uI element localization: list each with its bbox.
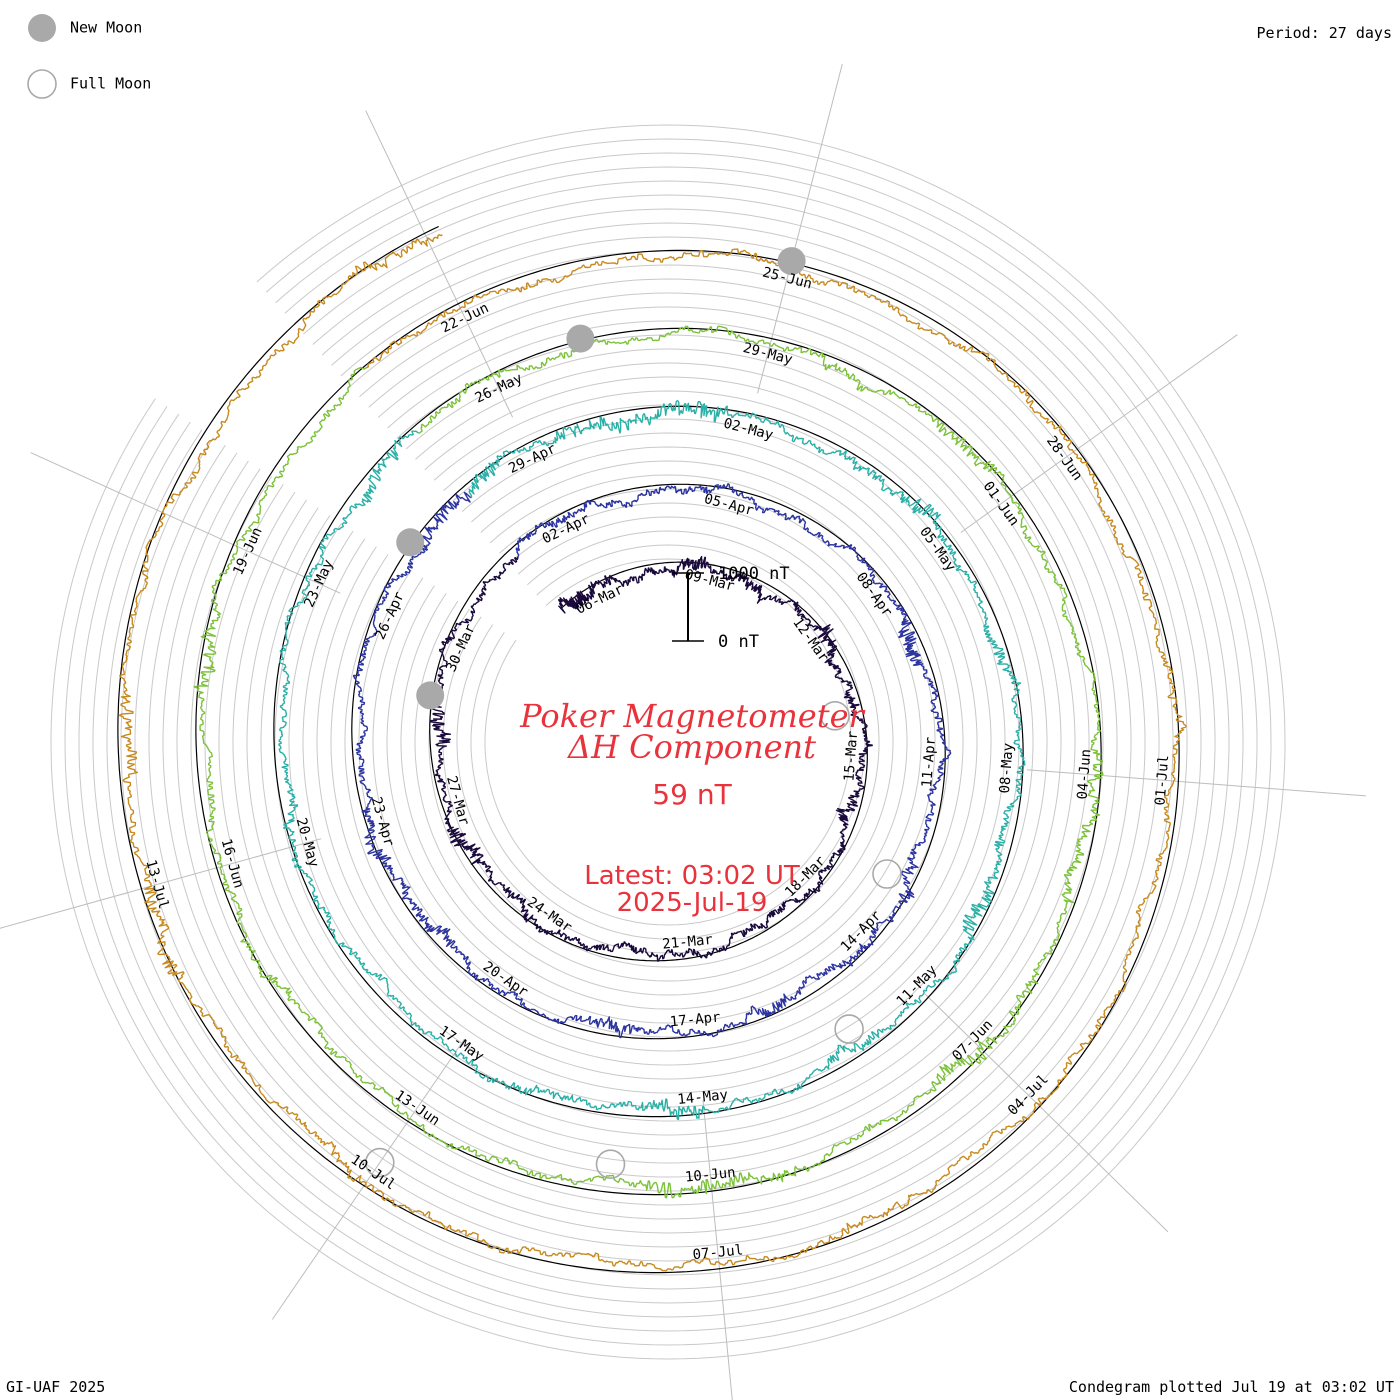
date-label: 04-Jun bbox=[1075, 748, 1095, 800]
scale-bottom-label: 0 nT bbox=[718, 632, 759, 652]
grid-spoke bbox=[365, 110, 514, 418]
date-label: 06-Mar bbox=[574, 581, 627, 617]
new-moon-legend-label: New Moon bbox=[70, 19, 142, 37]
grid-ring bbox=[386, 460, 950, 1024]
baseline-spiral bbox=[117, 225, 1180, 1274]
date-label: 21-Mar bbox=[662, 932, 714, 953]
grid-ring bbox=[414, 488, 922, 996]
date-label: 11-Apr bbox=[919, 736, 939, 788]
grid-ring bbox=[330, 404, 1006, 1080]
full-moon-marker bbox=[872, 859, 902, 889]
grid-ring bbox=[246, 320, 1090, 1164]
date-label: 19-Jun bbox=[230, 525, 265, 578]
grid-spoke bbox=[1026, 769, 1366, 797]
grid-ring bbox=[148, 222, 1188, 1262]
trace-turn-2 bbox=[352, 483, 952, 1039]
date-label: 10-Jun bbox=[684, 1165, 736, 1186]
trace-turn-4 bbox=[193, 325, 1104, 1199]
scale-top-label: 1000 nT bbox=[718, 564, 790, 584]
new-moon-marker bbox=[416, 681, 445, 710]
date-label: 17-Apr bbox=[669, 1009, 721, 1030]
grid-ring bbox=[442, 516, 894, 968]
footer-timestamp: Condegram plotted Jul 19 at 03:02 UT bbox=[1069, 1378, 1394, 1396]
date-label: 26-Apr bbox=[372, 589, 407, 642]
grid-ring bbox=[190, 264, 1146, 1220]
grid-ring bbox=[288, 362, 1048, 1122]
grid-ring bbox=[204, 278, 1132, 1206]
grid-spoke bbox=[960, 334, 1238, 533]
date-label: 13-Jun bbox=[392, 1087, 443, 1129]
trace-turn-6 bbox=[316, 234, 443, 308]
latest-time: Latest: 03:02 UT bbox=[584, 861, 800, 891]
date-label: 24-Mar bbox=[524, 894, 575, 936]
chart-title: Poker Magnetometer bbox=[519, 697, 865, 735]
period-label: Period: 27 days bbox=[1257, 24, 1392, 42]
new-moon-marker bbox=[777, 247, 806, 276]
date-label: 01-Jul bbox=[1152, 754, 1172, 806]
grid-ring bbox=[372, 446, 964, 1038]
full-moon-legend-label: Full Moon bbox=[70, 75, 151, 93]
legend: New Moon Full Moon bbox=[27, 14, 151, 99]
full-moon-legend-icon bbox=[27, 69, 57, 99]
grid-spoke bbox=[702, 1100, 733, 1400]
grid-spokes bbox=[0, 63, 1366, 1400]
grid-ring bbox=[64, 138, 1272, 1346]
grid-ring bbox=[218, 292, 1118, 1192]
grid-ring bbox=[456, 530, 880, 954]
grid-ring bbox=[400, 474, 936, 1010]
new-moon-legend-icon bbox=[28, 14, 56, 42]
grid-ring bbox=[78, 152, 1258, 1332]
grid-ring bbox=[92, 166, 1244, 1318]
grid-ring bbox=[274, 348, 1062, 1136]
chart-subtitle: ΔH Component bbox=[566, 728, 816, 766]
grid-spoke bbox=[0, 838, 322, 929]
date-label: 29-May bbox=[741, 340, 794, 368]
grid-ring bbox=[162, 236, 1174, 1248]
grid-ring bbox=[428, 502, 908, 982]
full-moon-marker bbox=[364, 1147, 395, 1178]
date-label: 07-Jul bbox=[692, 1242, 744, 1263]
grid-ring bbox=[470, 544, 866, 940]
date-label: 08-May bbox=[997, 742, 1017, 794]
trace-turn-5 bbox=[118, 248, 1187, 1272]
baseline-spiral-line bbox=[117, 225, 1180, 1274]
grid-ring bbox=[106, 180, 1230, 1304]
date-label: 05-Apr bbox=[702, 491, 755, 519]
grid-spoke bbox=[271, 1038, 465, 1320]
grid-spoke bbox=[30, 452, 341, 594]
current-value: 59 nT bbox=[652, 778, 732, 811]
date-label: 15-Mar bbox=[841, 730, 861, 782]
new-moon-marker bbox=[566, 324, 595, 353]
moon-markers bbox=[364, 247, 902, 1179]
grid-ring bbox=[316, 390, 1020, 1094]
full-moon-marker bbox=[820, 700, 850, 731]
grid-ring bbox=[260, 334, 1076, 1150]
data-traces bbox=[118, 234, 1187, 1272]
trace-turn-3 bbox=[278, 400, 1026, 1121]
new-moon-marker bbox=[396, 528, 425, 557]
grid-spoke bbox=[757, 63, 843, 394]
grid-ring bbox=[232, 306, 1104, 1178]
date-label: 23-May bbox=[301, 557, 336, 610]
date-label: 14-May bbox=[677, 1087, 729, 1108]
footer-credit: GI-UAF 2025 bbox=[6, 1378, 105, 1396]
full-moon-marker bbox=[595, 1149, 626, 1179]
full-moon-marker bbox=[834, 1014, 864, 1044]
grid-spoke bbox=[924, 993, 1169, 1233]
title-block: Poker Magnetometer ΔH Component 59 nT La… bbox=[519, 697, 865, 918]
grid-ring bbox=[50, 124, 1286, 1360]
latest-date: 2025-Jul-19 bbox=[617, 888, 768, 918]
grid-ring bbox=[134, 208, 1202, 1276]
trace-turn-1 bbox=[429, 555, 873, 962]
date-label: 13-Jul bbox=[142, 858, 171, 911]
scale-bar: 1000 nT 0 nT bbox=[672, 564, 790, 652]
grid-ring bbox=[344, 418, 992, 1066]
